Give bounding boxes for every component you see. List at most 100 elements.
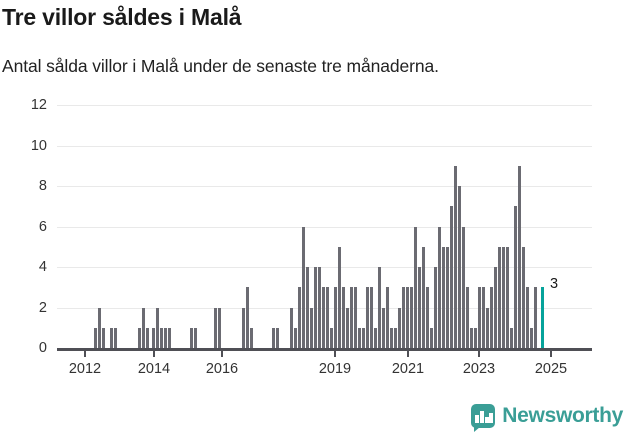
bar [98, 307, 101, 348]
bar [506, 246, 509, 348]
page-title: Tre villor såldes i Malå [2, 4, 242, 30]
bar [418, 267, 421, 348]
bar [346, 307, 349, 348]
bar [326, 287, 329, 348]
bar [390, 327, 393, 348]
bar [434, 267, 437, 348]
bar [462, 226, 465, 348]
x-axis-tick-label: 2016 [205, 361, 239, 377]
y-axis-tick-label: 0 [38, 340, 47, 356]
brand-name: Newsworthy [502, 404, 623, 427]
bar [490, 287, 493, 348]
bar-chart-logo-icon [471, 404, 496, 432]
bar [494, 267, 497, 348]
bar [426, 287, 429, 348]
y-axis-tick-label: 12 [30, 97, 47, 113]
bar [518, 165, 521, 348]
bar [398, 307, 401, 348]
bar [334, 287, 337, 348]
bar-chart: 0 2 4 6 8 10 12 2012 2014 2016 2019 2021 2023 2025 3 [0, 95, 631, 395]
bar [414, 226, 417, 348]
bar [156, 307, 159, 348]
bar [146, 327, 149, 348]
logo-bar [475, 415, 479, 423]
x-axis-tick [334, 351, 336, 357]
bar [362, 327, 365, 348]
bar [478, 287, 481, 348]
gridline [57, 226, 592, 228]
bar [310, 307, 313, 348]
bar [314, 267, 317, 348]
bar [164, 327, 167, 348]
plot-area [57, 105, 592, 348]
bar [374, 327, 377, 348]
bar [298, 287, 301, 348]
bar [446, 246, 449, 348]
bar [160, 327, 163, 348]
bar [218, 307, 221, 348]
bar [466, 287, 469, 348]
bar [330, 327, 333, 348]
bar [242, 307, 245, 348]
bar [102, 327, 105, 348]
x-axis-tick-label: 2023 [462, 361, 496, 377]
bar [386, 287, 389, 348]
bar [410, 287, 413, 348]
bar [168, 327, 171, 348]
footer-brand: Newsworthy [471, 404, 623, 432]
last-value-annotation: 3 [550, 276, 559, 293]
chart-subtitle: Antal sålda villor i Malå under de senas… [2, 56, 439, 76]
bar [406, 287, 409, 348]
y-axis-tick-label: 10 [30, 137, 47, 154]
bar [534, 287, 537, 348]
gridline [57, 267, 592, 268]
bar [502, 246, 505, 348]
bar [430, 327, 433, 348]
bar [194, 327, 197, 348]
bar [522, 246, 525, 348]
gridline [57, 105, 592, 106]
bar [142, 307, 145, 348]
bar [138, 327, 141, 348]
x-axis-tick [153, 351, 155, 357]
bar [306, 267, 309, 348]
y-axis-tick-label: 2 [38, 299, 47, 316]
bar [486, 307, 489, 348]
bar [290, 307, 293, 348]
bar [354, 287, 357, 348]
bar [530, 327, 533, 348]
logo-bar [485, 417, 489, 423]
bar [394, 327, 397, 348]
bar [272, 327, 275, 348]
bar [510, 327, 513, 348]
bar [514, 206, 517, 348]
bar [350, 287, 353, 348]
bar [94, 327, 97, 348]
x-axis-tick-label: 2014 [137, 361, 171, 377]
bar [338, 246, 341, 348]
y-axis-tick-label: 8 [38, 178, 47, 194]
x-axis-tick-label: 2025 [534, 361, 568, 377]
y-axis-tick-label: 6 [38, 218, 47, 235]
bar [482, 287, 485, 348]
bar [294, 327, 297, 348]
x-axis-tick [550, 351, 552, 357]
bar [378, 267, 381, 348]
logo-bar [480, 411, 484, 423]
y-axis-tick-label: 4 [38, 259, 47, 275]
logo-bar [489, 413, 493, 423]
x-axis-tick-label: 2021 [391, 361, 425, 377]
bar [246, 287, 249, 348]
bar [302, 226, 305, 348]
bar [358, 327, 361, 348]
x-axis-tick-label: 2019 [318, 361, 352, 377]
x-axis-tick [84, 351, 86, 357]
bar [190, 327, 193, 348]
bar [382, 307, 385, 348]
bar [498, 246, 501, 348]
x-axis-tick [478, 351, 480, 357]
bar [422, 246, 425, 348]
bar-highlighted [541, 287, 544, 348]
bar [114, 327, 117, 348]
